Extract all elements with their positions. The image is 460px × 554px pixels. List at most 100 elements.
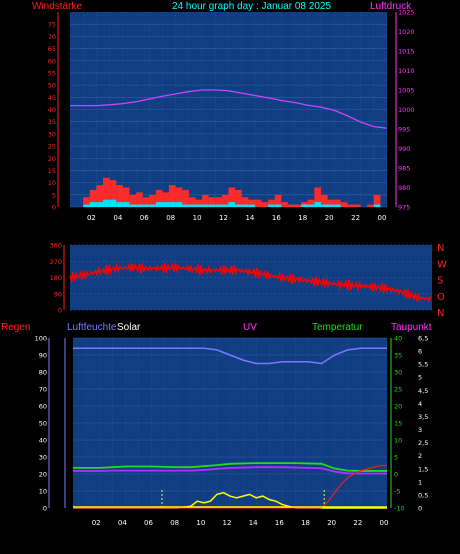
uv-y-tick: 6	[418, 348, 422, 356]
gust-bar	[320, 194, 328, 207]
wind-avg-bar	[122, 202, 130, 207]
wind-avg-bar	[155, 202, 163, 207]
pressure-y-tick: 1020	[398, 28, 415, 36]
pressure-axis-title: Luftdruck	[370, 1, 412, 12]
wind-avg-bar	[188, 204, 196, 207]
wind-avg-bar	[83, 204, 90, 207]
wind-avg-bar	[129, 204, 137, 207]
wind-avg-bar	[228, 202, 236, 207]
temperature-y-tick: 30	[394, 369, 402, 377]
wind-y-tick: 60	[48, 57, 56, 65]
wind-axis-title: Windstärke	[32, 1, 83, 12]
uv-y-tick: 3,5	[418, 413, 428, 421]
gust-bar	[281, 202, 288, 207]
gust-bar	[208, 197, 216, 207]
gust-bar	[122, 187, 130, 207]
weather-x-tick: 00	[380, 519, 389, 527]
wind-y-tick: 35	[48, 118, 56, 126]
uv-y-tick: 3	[418, 426, 422, 434]
wind-avg-bar	[162, 202, 170, 207]
gust-bar	[347, 204, 354, 207]
humidity-y-tick: 50	[39, 420, 47, 428]
wind-avg-bar	[235, 204, 242, 207]
gust-bar	[89, 189, 97, 207]
wind-avg-bar	[149, 204, 156, 207]
weather-x-tick: 14	[249, 519, 258, 527]
temperature-y-tick: 0	[394, 471, 398, 479]
gust-bar	[83, 197, 90, 207]
wind-x-tick: 00	[378, 214, 387, 222]
wind-x-tick: 16	[272, 214, 281, 222]
temperature-y-tick: -10	[394, 505, 405, 513]
uv-y-tick: 1	[418, 478, 422, 486]
weather-x-tick: 22	[353, 519, 362, 527]
pressure-y-tick: 1015	[398, 48, 415, 56]
temperature-y-tick: 10	[394, 437, 402, 445]
pressure-y-tick: 1000	[398, 106, 415, 114]
wind-avg-bar	[103, 199, 110, 207]
wind-avg-bar	[314, 202, 321, 207]
uv-y-tick: 5	[418, 374, 422, 382]
wind-avg-bar	[136, 204, 143, 207]
direction-y-tick: 360	[50, 242, 62, 250]
wind-y-tick: 45	[48, 94, 56, 102]
wind-y-tick: 55	[48, 69, 56, 77]
wind-y-tick: 30	[48, 130, 56, 138]
compass-tick: W	[437, 259, 447, 270]
humidity-y-tick: 80	[39, 369, 47, 377]
gust-bar	[96, 185, 104, 207]
weather-x-tick: 04	[118, 519, 127, 527]
humidity-y-tick: 20	[39, 471, 47, 479]
direction-line	[69, 262, 432, 303]
gust-bar	[215, 197, 222, 207]
wind-avg-bar	[221, 204, 229, 207]
humidity-axis-title: Luftfeuchte	[67, 322, 117, 333]
pressure-y-tick: 975	[398, 204, 410, 212]
wind-avg-bar	[142, 204, 150, 207]
gust-bar	[116, 185, 123, 207]
wind-avg-bar	[195, 204, 203, 207]
uv-axis-title: UV	[243, 322, 257, 333]
temperature-y-tick: -5	[394, 488, 400, 496]
gust-bar	[261, 202, 269, 207]
temperature-y-tick: 35	[394, 352, 402, 360]
pressure-y-tick: 1025	[398, 9, 415, 17]
gust-bar	[274, 194, 282, 207]
gust-bar	[307, 199, 315, 207]
wind-x-tick: 04	[113, 214, 122, 222]
humidity-y-tick: 100	[35, 335, 47, 343]
gust-bar	[149, 194, 156, 207]
wind-x-tick: 14	[245, 214, 254, 222]
gust-bar	[353, 204, 361, 207]
gust-bar	[162, 192, 170, 207]
uv-y-tick: 0	[418, 505, 422, 513]
gust-bar	[182, 189, 189, 207]
gust-bar	[188, 197, 196, 207]
gust-bar	[287, 204, 295, 207]
wind-x-tick: 02	[87, 214, 96, 222]
pressure-y-tick: 985	[398, 165, 410, 173]
wind-avg-bar	[215, 204, 222, 207]
uv-y-tick: 2	[418, 452, 422, 460]
wind-x-tick: 12	[219, 214, 228, 222]
wind-avg-bar	[109, 199, 117, 207]
gust-bar	[228, 187, 236, 207]
wind-y-tick: 5	[52, 191, 56, 199]
wind-y-tick: 25	[48, 143, 56, 151]
gust-bar	[241, 197, 249, 207]
gust-bar	[169, 185, 176, 207]
wind-avg-bar	[373, 204, 381, 207]
uv-y-tick: 5,5	[418, 361, 428, 369]
weather-x-tick: 12	[223, 519, 232, 527]
wind-x-tick: 20	[325, 214, 334, 222]
wind-avg-bar	[334, 204, 341, 207]
pressure-y-tick: 990	[398, 145, 410, 153]
wind-y-tick: 65	[48, 45, 56, 53]
humidity-y-tick: 10	[39, 488, 47, 496]
weather-x-tick: 06	[144, 519, 153, 527]
humidity-y-tick: 60	[39, 403, 47, 411]
wind-x-tick: 18	[298, 214, 307, 222]
uv-y-tick: 6,5	[418, 335, 428, 343]
wind-y-tick: 10	[48, 179, 56, 187]
chart-title: 24 hour graph day : Januar 08 2025	[172, 1, 332, 12]
